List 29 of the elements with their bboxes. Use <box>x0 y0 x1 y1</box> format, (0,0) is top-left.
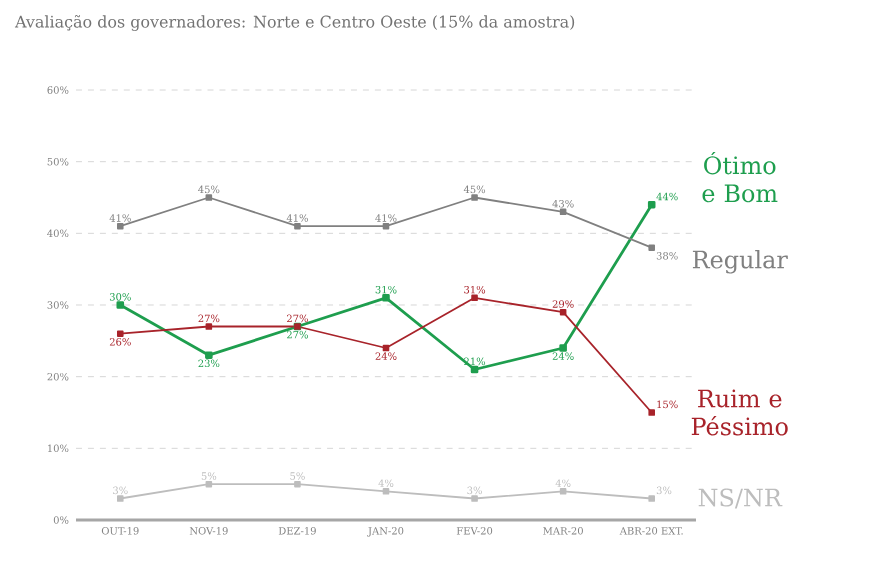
point <box>559 208 567 216</box>
point <box>382 222 390 230</box>
point <box>205 194 213 201</box>
point <box>648 495 655 502</box>
point <box>647 200 656 209</box>
point <box>294 222 301 230</box>
point <box>648 409 655 416</box>
series-label: Regular <box>692 250 788 274</box>
text: Ótimo e Bom <box>702 151 778 203</box>
point <box>205 323 213 330</box>
point <box>471 294 478 302</box>
point <box>294 480 301 488</box>
point <box>471 495 478 502</box>
series-label: Ruim e Péssimo <box>691 389 788 436</box>
point <box>559 488 567 495</box>
point <box>382 294 390 302</box>
point <box>205 480 213 488</box>
point <box>116 222 124 230</box>
point <box>559 344 567 352</box>
point <box>471 194 478 201</box>
point <box>382 344 390 352</box>
point <box>116 495 124 502</box>
point <box>116 301 125 309</box>
point <box>116 330 124 337</box>
series-label: NS/NR <box>698 488 783 509</box>
point <box>205 351 213 359</box>
point <box>648 244 655 251</box>
point <box>382 488 390 495</box>
point <box>559 308 567 316</box>
